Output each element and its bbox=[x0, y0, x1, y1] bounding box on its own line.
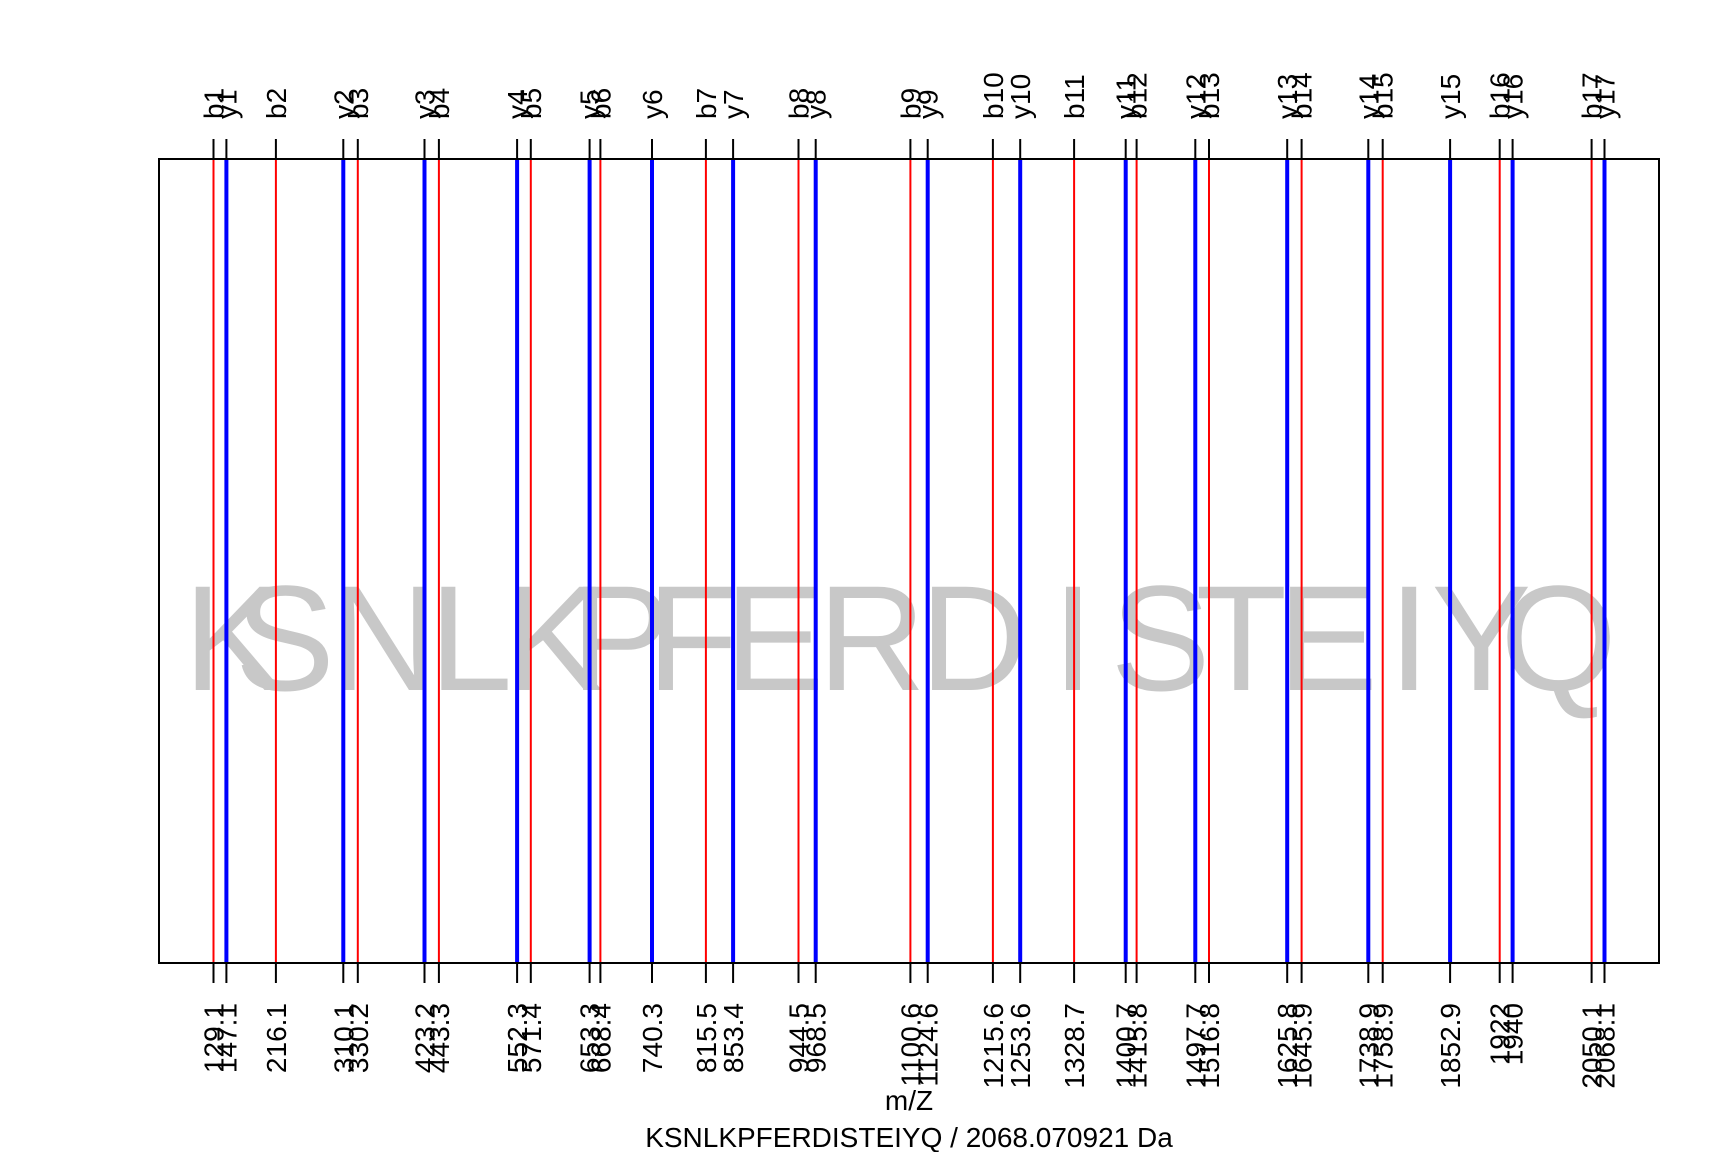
b-ion-label: b16 bbox=[1485, 72, 1516, 119]
y-ion-mz-label: 1852.9 bbox=[1435, 1003, 1466, 1089]
b-ion-mz-label: 571.4 bbox=[516, 1003, 547, 1073]
y-ion-mz-label: 1940 bbox=[1498, 1003, 1529, 1065]
ion-lines bbox=[212, 159, 1607, 963]
b-ion-mz-label: 1100.6 bbox=[895, 1003, 926, 1087]
b-ion-mz-label: 1215.6 bbox=[978, 1003, 1009, 1089]
b-ion-mz-label: 443.3 bbox=[424, 1003, 455, 1073]
b-ion-label: b8 bbox=[784, 88, 815, 119]
y-ion-label: y5 bbox=[575, 89, 606, 119]
y-ion-label: y14 bbox=[1353, 74, 1384, 119]
b-ion-label: b9 bbox=[895, 88, 926, 119]
sequence-residue: S bbox=[235, 554, 335, 722]
y-ion-label: y4 bbox=[502, 89, 533, 119]
sequence-residue: F bbox=[647, 554, 739, 722]
sequence-residue: Q bbox=[1500, 554, 1617, 722]
b-ion-label: b13 bbox=[1194, 72, 1225, 119]
b-ion-label: b14 bbox=[1287, 72, 1318, 119]
sequence-residue: K bbox=[183, 554, 283, 722]
y-ion-label: y10 bbox=[1005, 74, 1036, 119]
y-ion-label: y13 bbox=[1272, 74, 1303, 119]
b-ion-mz-label: 330.2 bbox=[343, 1003, 374, 1073]
y-ion-mz-label: 310.1 bbox=[328, 1003, 359, 1073]
b-ion-mz-label: 815.5 bbox=[691, 1003, 722, 1073]
y-ion-mz-label: 740.3 bbox=[637, 1003, 668, 1073]
b-ion-label: b5 bbox=[516, 88, 547, 119]
y-ion-label: y3 bbox=[410, 89, 441, 119]
b-ion-label: b17 bbox=[1577, 72, 1608, 119]
y-ion-mz-label: 552.3 bbox=[502, 1003, 533, 1073]
y-ion-label: y8 bbox=[801, 89, 832, 119]
y-ion-mz-label: 853.4 bbox=[718, 1003, 749, 1073]
sequence-residue: E bbox=[1278, 554, 1378, 722]
b-ion-label: b15 bbox=[1368, 72, 1399, 119]
y-ion-label: y1 bbox=[211, 89, 242, 119]
sequence-residue: D bbox=[920, 554, 1028, 722]
y-ion-label: y17 bbox=[1590, 74, 1621, 119]
y-ion-label: y11 bbox=[1111, 76, 1142, 119]
y-ion-mz-label: 1400.7 bbox=[1111, 1003, 1142, 1089]
chart-caption: KSNLKPFERDISTEIYQ / 2068.070921 Da bbox=[645, 1122, 1173, 1152]
y-ion-label: y9 bbox=[913, 89, 944, 119]
b-ion-mz-label: 1516.8 bbox=[1194, 1003, 1225, 1089]
y-ion-label: y12 bbox=[1180, 74, 1211, 119]
y-ion-mz-label: 1625.8 bbox=[1272, 1003, 1303, 1089]
sequence-residue: N bbox=[330, 554, 438, 722]
sequence-residue: P bbox=[571, 554, 671, 722]
y-ion-label: y6 bbox=[637, 89, 668, 119]
b-ion-label: b7 bbox=[691, 88, 722, 119]
sequence-residue: Y bbox=[1431, 554, 1531, 722]
b-ion-mz-label: 668.4 bbox=[585, 1003, 616, 1073]
b-ion-mz-label: 2050.1 bbox=[1577, 1003, 1608, 1089]
sequence-residue: R bbox=[818, 554, 926, 722]
b-ion-label: b11 bbox=[1059, 74, 1090, 119]
b-ion-mz-label: 1645.9 bbox=[1287, 1003, 1318, 1089]
b-ion-mz-label: 216.1 bbox=[261, 1003, 292, 1073]
b-ion-mz-label: 1758.9 bbox=[1368, 1003, 1399, 1089]
sequence-residue: I bbox=[1388, 554, 1430, 722]
x-axis-label: m/Z bbox=[885, 1085, 933, 1116]
y-ion-mz-label: 1497.7 bbox=[1180, 1003, 1211, 1089]
b-ion-label: b10 bbox=[978, 72, 1009, 119]
b-ion-label: b12 bbox=[1122, 72, 1153, 119]
b-ion-label: b3 bbox=[343, 88, 374, 119]
sequence-residue: L bbox=[429, 554, 512, 722]
b-ion-mz-label: 944.5 bbox=[784, 1003, 815, 1073]
y-ion-mz-label: 147.1 bbox=[211, 1003, 242, 1073]
y-ion-mz-label: 1124.6 bbox=[913, 1003, 944, 1087]
y-ion-label: y16 bbox=[1498, 74, 1529, 119]
y-ion-label: y2 bbox=[328, 89, 359, 119]
b-ion-mz-label: 1328.7 bbox=[1059, 1003, 1090, 1089]
b-ion-mz-label: 129.1 bbox=[199, 1003, 230, 1073]
plot-frame bbox=[158, 158, 1660, 964]
b-ion-label: b6 bbox=[585, 88, 616, 119]
b-ion-mz-label: 1922 bbox=[1485, 1003, 1516, 1065]
b-ion-mz-label: 1415.8 bbox=[1122, 1003, 1153, 1089]
y-ion-mz-label: 653.3 bbox=[575, 1003, 606, 1073]
sequence-residue: E bbox=[724, 554, 824, 722]
y-ion-mz-label: 1253.6 bbox=[1005, 1003, 1036, 1089]
b-ion-label: b1 bbox=[199, 88, 230, 119]
y-ion-label: y15 bbox=[1435, 74, 1466, 119]
y-ion-mz-label: 1738.9 bbox=[1353, 1003, 1384, 1089]
y-ion-mz-label: 423.2 bbox=[410, 1003, 441, 1073]
y-ion-mz-label: 968.5 bbox=[801, 1003, 832, 1073]
y-ion-mz-label: 2068.1 bbox=[1590, 1003, 1621, 1089]
sequence-residue: I bbox=[1052, 554, 1094, 722]
sequence-residue: K bbox=[503, 554, 603, 722]
b-ion-label: b4 bbox=[424, 88, 455, 119]
sequence-watermark: KSNLKPFERD I STE I YQ bbox=[183, 554, 1616, 722]
b-ion-label: b2 bbox=[261, 88, 292, 119]
y-ion-label: y7 bbox=[718, 89, 749, 119]
sequence-residue: T bbox=[1195, 554, 1287, 722]
ion-ticks: b1 129.1 b2 216.1 b3 330.2 b4 443.3 b5 571.4 b6 668… bbox=[199, 72, 1621, 1088]
